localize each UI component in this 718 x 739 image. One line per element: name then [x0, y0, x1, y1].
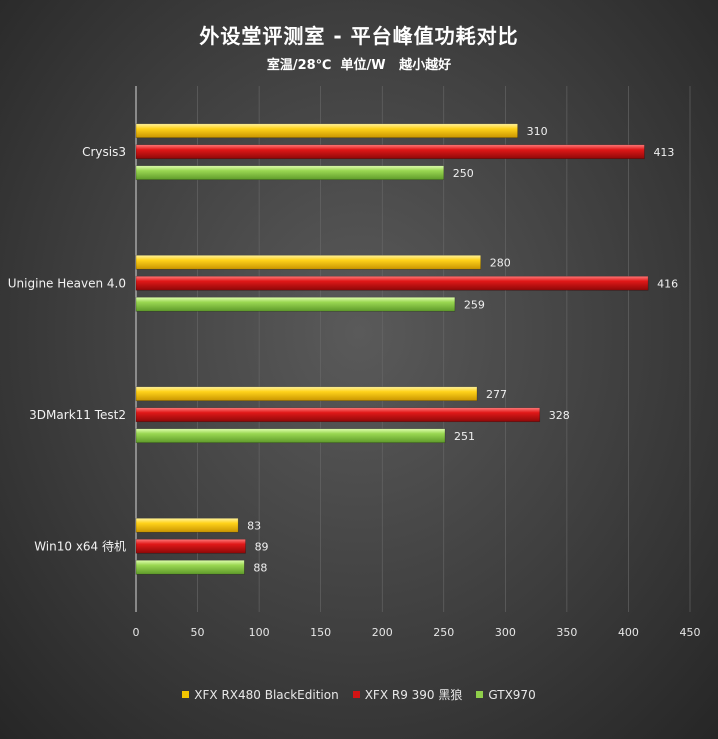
- legend: XFX RX480 BlackEdition XFX R9 390 黑狼 GTX97…: [0, 686, 718, 703]
- bar: [135, 123, 518, 139]
- legend-label: XFX R9 390 黑狼: [364, 688, 463, 702]
- data-label: 89: [255, 540, 269, 553]
- category-label: 3DMark11 Test2: [29, 408, 126, 422]
- x-tick-label: 50: [191, 626, 205, 639]
- chart-title: 外设堂评测室 - 平台峰值功耗对比: [199, 24, 519, 48]
- data-label: 310: [527, 125, 548, 138]
- bar: [135, 538, 246, 554]
- data-label: 413: [653, 146, 674, 159]
- x-tick-label: 100: [249, 626, 270, 639]
- bar: [135, 407, 541, 423]
- data-label: 250: [453, 167, 474, 180]
- data-label: 416: [657, 277, 678, 290]
- legend-item: XFX RX480 BlackEdition: [182, 686, 339, 703]
- data-label: 280: [490, 256, 511, 269]
- chart-subtitle: 室温/28℃ 单位/W 越小越好: [266, 58, 452, 73]
- x-tick-label: 400: [618, 626, 639, 639]
- bar: [135, 386, 478, 402]
- legend-swatch: [352, 691, 360, 698]
- category-label: Unigine Heaven 4.0: [8, 276, 126, 290]
- bar: [135, 254, 482, 270]
- legend-swatch: [182, 691, 190, 698]
- bar: [135, 165, 445, 181]
- data-label: 277: [486, 388, 507, 401]
- legend-label: XFX RX480 BlackEdition: [194, 687, 339, 702]
- bar: [135, 296, 456, 312]
- data-label: 251: [454, 430, 475, 443]
- labels: 0 50 100 150 200 250 300 350 400 450 310 413 250 Crys…: [8, 125, 701, 639]
- gridlines: [135, 86, 691, 612]
- bar: [135, 517, 239, 533]
- x-tick-label: 300: [495, 626, 516, 639]
- x-tick-label: 350: [556, 626, 577, 639]
- legend-item: XFX R9 390 黑狼: [352, 686, 463, 703]
- data-label: 88: [253, 561, 267, 574]
- legend-swatch: [476, 691, 484, 698]
- bars: [135, 123, 649, 575]
- category-label: Win10 x64 待机: [34, 539, 126, 553]
- x-tick-label: 150: [310, 626, 331, 639]
- bar: [135, 428, 446, 444]
- legend-item: GTX970: [476, 686, 536, 703]
- bar: [135, 144, 645, 160]
- data-label: 259: [464, 298, 485, 311]
- x-tick-label: 200: [372, 626, 393, 639]
- x-tick-label: 250: [433, 626, 454, 639]
- data-label: 328: [549, 409, 570, 422]
- category-label: Crysis3: [82, 145, 126, 159]
- x-tick-label: 450: [680, 626, 701, 639]
- bar: [135, 559, 245, 575]
- legend-label: GTX970: [488, 687, 536, 702]
- x-tick-label: 0: [133, 626, 140, 639]
- data-label: 83: [247, 519, 261, 532]
- bar: [135, 275, 649, 291]
